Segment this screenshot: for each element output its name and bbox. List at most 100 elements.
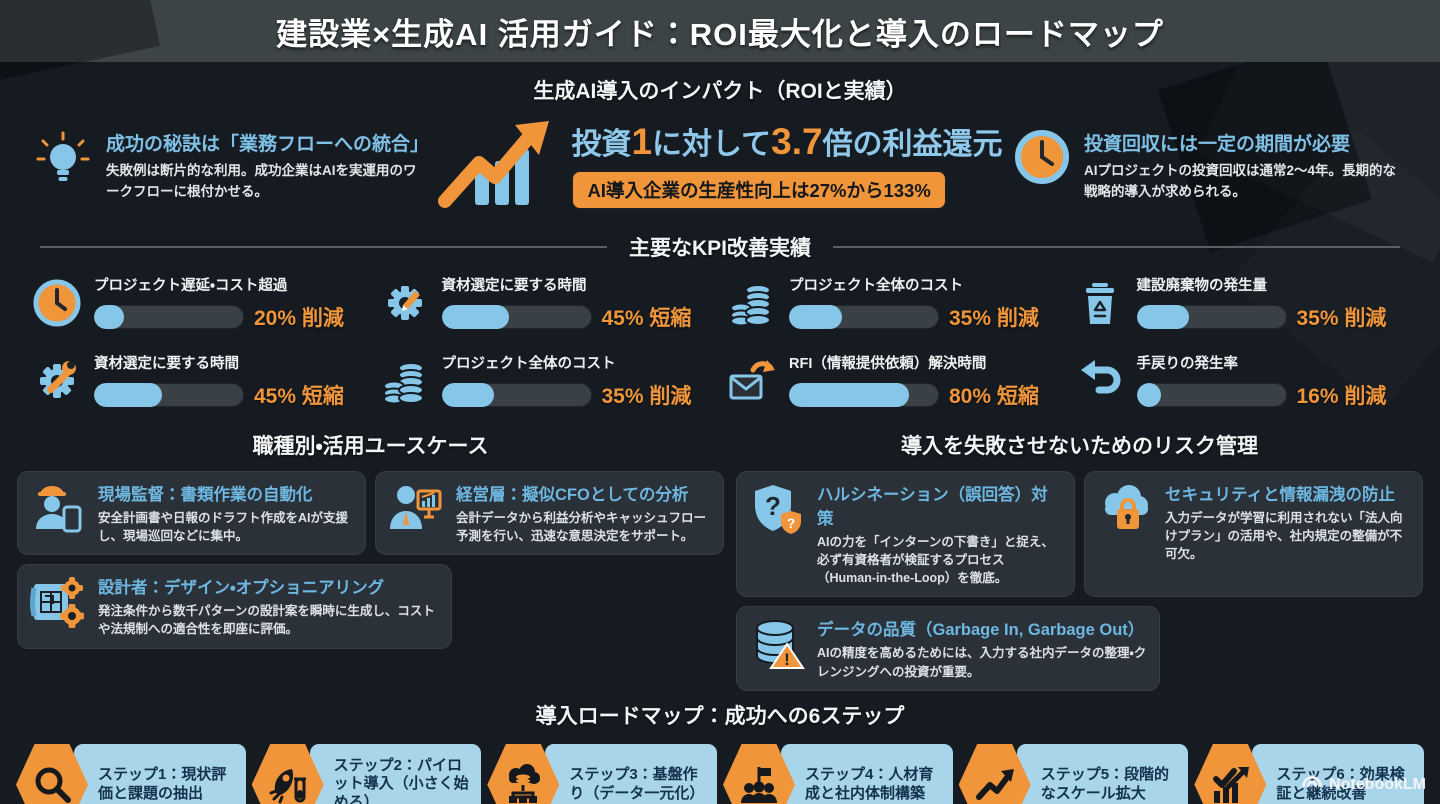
risk-card-data-quality: ! データの品質（Garbage In, Garbage Out） AIの精度を… — [737, 607, 1159, 690]
step-title-box: ステップ1：現状評価と課題の抽出 — [74, 743, 246, 804]
kpi-header-row: 主要なKPI改善実績 — [0, 232, 1440, 262]
usecase-card-executive: 経営層：擬似CFOとしての分析 会計データから利益分析やキャッシュフロー予測を行… — [376, 472, 723, 555]
kpi-value: 35% 削減 — [1296, 307, 1387, 330]
notebooklm-icon — [1301, 771, 1323, 798]
kpi-value: 20% 削減 — [254, 307, 344, 330]
progress-bar — [94, 383, 244, 407]
step-title-box: ステップ6：効果検証と継続改善 — [1252, 743, 1425, 804]
growth-chart-icon — [437, 115, 557, 216]
progress-fill — [1136, 305, 1189, 329]
svg-text:!: ! — [784, 650, 790, 669]
kpi-label: プロジェクト遅延・コスト超過 — [94, 278, 288, 294]
progress-bar — [789, 305, 939, 329]
usecases-header: 職種別・活用ユースケース — [252, 435, 489, 458]
kpi-label: 資材選定に要する時間 — [441, 278, 587, 294]
kpi-value: 45% 短縮 — [601, 307, 692, 330]
usecase-title: 経営層：擬似CFOとしての分析 — [456, 486, 689, 504]
brand-label: NotebookLM — [1329, 775, 1426, 793]
undo-arrow-icon — [1075, 356, 1125, 406]
notebooklm-watermark: NotebookLM — [1301, 771, 1426, 798]
kpi-item: 手戻りの発生率 16% 削減 — [1075, 352, 1409, 410]
divider — [40, 246, 607, 248]
roadmap-step-5: ステップ5：段階的なスケール拡大 試行結果に基づき、スケジュール調整やBIM連携… — [958, 743, 1189, 804]
usecase-title: 設計者：デザイン・オプショニアリング — [98, 579, 385, 598]
risk-title: ハルシネーション（誤回答）対策 — [817, 486, 1048, 528]
risk-body: 入力データが学習に利用されない「法人向けプラン」の活用や、社内規定の整備が不可欠… — [1165, 511, 1403, 562]
risk-body: AIの精度を高めるためには、入力する社内データの整理・クレンジングへの投資が重要… — [817, 646, 1147, 679]
middle-columns: 職種別・活用ユースケース 現場監督：書類作業の自動化 — [0, 416, 1440, 690]
impact-left-body: 失敗例は断片的な利用。成功企業はAIを実運用のワークフローに根付かせる。 — [106, 163, 417, 199]
progress-fill — [94, 305, 124, 329]
risk-body: AIの力を「インターンの下書き」と捉え、必ず有資格者が検証するプロセス（Huma… — [817, 535, 1054, 586]
step-title-box: ステップ3：基盤作り（データ一元化） — [545, 743, 718, 804]
clock-icon — [1014, 129, 1070, 190]
kpi-item: 資材選定に要する時間 45% 短縮 — [380, 274, 714, 332]
risks-column: 導入を失敗させないためのリスク管理 ? ? ハルシネーション（誤回答）対策 AI… — [737, 422, 1422, 690]
impact-right-title: 投資回収には一定の期間が必要 — [1084, 134, 1351, 156]
impact-item-workflow: 成功の秘訣は「業務フローへの統合」 失敗例は断片的な利用。成功企業はAIを実運用… — [34, 129, 430, 202]
usecase-card-designer: 設計者：デザイン・オプショニアリング 発注条件から数千パターンの設計案を瞬時に生… — [18, 565, 452, 648]
kpi-label: 資材選定に要する時間 — [94, 356, 239, 372]
progress-bar — [441, 305, 592, 329]
page-title: 建設業×生成AI 活用ガイド：ROI最大化と導入のロードマップ — [276, 16, 1164, 52]
executive-chart-icon — [388, 481, 444, 537]
progress-fill — [789, 305, 842, 329]
kpi-value: 35% 削減 — [949, 307, 1039, 330]
impact-left-title: 成功の秘訣は「業務フローへの統合」 — [106, 134, 430, 156]
kpi-item: 資材選定に要する時間 45% 短縮 — [32, 352, 366, 410]
coins-icon — [380, 356, 430, 406]
kpi-item: プロジェクト遅延・コスト超過 20% 削減 — [32, 274, 366, 332]
progress-fill — [94, 383, 162, 407]
progress-bar — [789, 383, 939, 407]
risk-card-hallucination: ? ? ハルシネーション（誤回答）対策 AIの力を「インターンの下書き」と捉え、… — [737, 472, 1074, 597]
progress-fill — [789, 383, 909, 407]
kpi-header: 主要なKPI改善実績 — [629, 237, 812, 260]
recycle-bin-icon — [1075, 278, 1125, 328]
gear-pencil-icon — [380, 278, 430, 328]
kpi-item: RFI（情報提供依頼）解決時間 80% 短縮 — [727, 352, 1061, 410]
svg-text:?: ? — [787, 515, 796, 531]
step-title-box: ステップ4：人材育成と社内体制構築 — [781, 743, 953, 804]
progress-fill — [1136, 383, 1161, 407]
usecase-body: 発注条件から数千パターンの設計案を瞬時に生成し、コストや法規制への適合性を即座に… — [98, 604, 435, 637]
kpi-item: プロジェクト全体のコスト 35% 削減 — [727, 274, 1061, 332]
impact-roi: 投資1に対して3.7倍の利益還元 AI導入企業の生産性向上は27%から133% — [436, 115, 1004, 216]
kpi-label: 手戻りの発生率 — [1136, 356, 1239, 372]
usecase-title: 現場監督：書類作業の自動化 — [98, 486, 313, 504]
impact-item-payback: 投資回収には一定の期間が必要 AIプロジェクトの投資回収は通常2〜4年。長期的な… — [1014, 129, 1406, 202]
roadmap-steps: ステップ1：現状評価と課題の抽出 自社のデジタル稼働率を確認し、優先度の高い領域… — [0, 743, 1440, 804]
roadmap-step-6: ステップ6：効果検証と継続改善 KPIをチェックし、成果を社内に共有してさらなる… — [1194, 743, 1425, 804]
cloud-lock-icon — [1097, 481, 1153, 537]
coins-icon — [727, 278, 777, 328]
progress-bar — [1136, 383, 1287, 407]
kpi-section: 主要なKPI改善実績 プロジェクト遅延・コスト超過 20% 削減 — [0, 232, 1440, 410]
roadmap-step-4: ステップ4：人材育成と社内体制構築 AI推進リーダー（チャンピオン）を任用し、現… — [723, 743, 953, 804]
database-warning-icon: ! — [749, 616, 805, 672]
roadmap-step-1: ステップ1：現状評価と課題の抽出 自社のデジタル稼働率を確認し、優先度の高い領域… — [16, 743, 246, 804]
roadmap-header: 導入ロードマップ：成功への6ステップ — [535, 704, 905, 728]
kpi-label: プロジェクト全体のコスト — [441, 356, 616, 372]
progress-fill — [441, 383, 494, 407]
clock-icon — [32, 278, 82, 328]
title-bar: 建設業×生成AI 活用ガイド：ROI最大化と導入のロードマップ — [0, 0, 1440, 92]
usecase-body: 安全計画書や日報のドラフト作成をAIが支援し、現場巡回などに集中。 — [98, 511, 349, 544]
impact-row: 成功の秘訣は「業務フローへの統合」 失敗例は断片的な利用。成功企業はAIを実運用… — [0, 105, 1440, 220]
risks-header: 導入を失敗させないためのリスク管理 — [901, 435, 1258, 458]
blueprint-gears-icon — [30, 574, 86, 630]
progress-bar — [94, 305, 244, 329]
roi-statement: 投資1に対して3.7倍の利益還元 — [571, 121, 1003, 163]
risk-title: セキュリティと情報漏洩の防止 — [1165, 486, 1396, 504]
progress-fill — [441, 305, 509, 329]
kpi-label: 建設廃棄物の発生量 — [1136, 278, 1268, 294]
productivity-badge: AI導入企業の生産性向上は27%から133% — [571, 169, 947, 210]
svg-text:?: ? — [765, 491, 781, 521]
mail-arrow-icon — [727, 356, 777, 406]
kpi-value: 35% 削減 — [601, 385, 692, 408]
lightbulb-icon — [34, 129, 92, 196]
kpi-label: RFI（情報提供依頼）解決時間 — [789, 356, 987, 372]
kpi-item: プロジェクト全体のコスト 35% 削減 — [380, 352, 714, 410]
risk-title: データの品質（Garbage In, Garbage Out） — [817, 621, 1145, 640]
kpi-value: 16% 削減 — [1296, 385, 1387, 408]
shield-question-icon: ? ? — [749, 481, 805, 537]
